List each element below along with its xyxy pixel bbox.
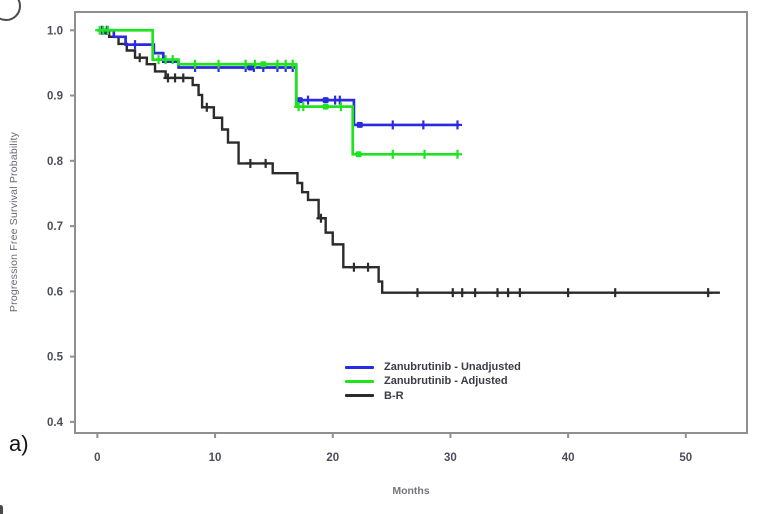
event-dot-zanubrutinib-unadjusted (356, 121, 363, 128)
legend-label-br: B-R (384, 389, 404, 402)
event-dot-zanubrutinib-adjusted (322, 103, 329, 110)
x-tick-label: 10 (209, 452, 222, 464)
legend-swatch-br-line (345, 394, 374, 398)
event-dot-zanubrutinib-unadjusted (322, 97, 329, 104)
y-tick-label: 0.8 (47, 156, 64, 168)
legend-label-unadjusted: Zanubrutinib - Unadjusted (384, 361, 521, 374)
y-tick-label: 0.4 (47, 417, 64, 429)
x-tick-label: 0 (94, 452, 100, 464)
event-dot-zanubrutinib-unadjusted (247, 64, 254, 71)
y-tick-label: 1.0 (47, 25, 63, 37)
event-dot-zanubrutinib-adjusted (355, 151, 362, 158)
y-tick-label: 0.7 (47, 221, 63, 233)
x-tick-label: 40 (562, 452, 575, 464)
x-axis-title: Months (392, 485, 430, 497)
legend-row-br: B-R (345, 389, 521, 403)
y-axis-title: Progression Free Survival Probability (8, 131, 20, 313)
plot-box (74, 11, 748, 434)
page-crop-artifact-top-left (0, 0, 21, 21)
legend-row-unadjusted: Zanubrutinib - Unadjusted (345, 360, 521, 374)
page-crop-artifact-bottom-left (0, 505, 3, 514)
legend: Zanubrutinib - Unadjusted Zanubrutinib -… (345, 360, 521, 403)
km-curve-zanubrutinib-adjusted (97, 28, 459, 156)
y-tick-label: 0.9 (47, 91, 63, 103)
panel-label: a) (9, 431, 29, 456)
y-tick-label: 0.5 (47, 352, 64, 364)
x-tick-label: 20 (326, 452, 339, 464)
km-curve-b-r (97, 29, 720, 294)
x-tick-label: 50 (679, 452, 692, 464)
legend-row-adjusted: Zanubrutinib - Adjusted (345, 374, 521, 388)
legend-swatch-adjusted-line (345, 379, 374, 383)
legend-label-adjusted: Zanubrutinib - Adjusted (384, 375, 508, 388)
legend-swatch-unadjusted-line (345, 365, 374, 369)
event-dot-zanubrutinib-unadjusted (296, 97, 303, 104)
x-tick-label: 30 (444, 452, 457, 464)
event-dot-zanubrutinib-adjusted (260, 61, 267, 68)
y-tick-label: 0.6 (47, 286, 63, 298)
